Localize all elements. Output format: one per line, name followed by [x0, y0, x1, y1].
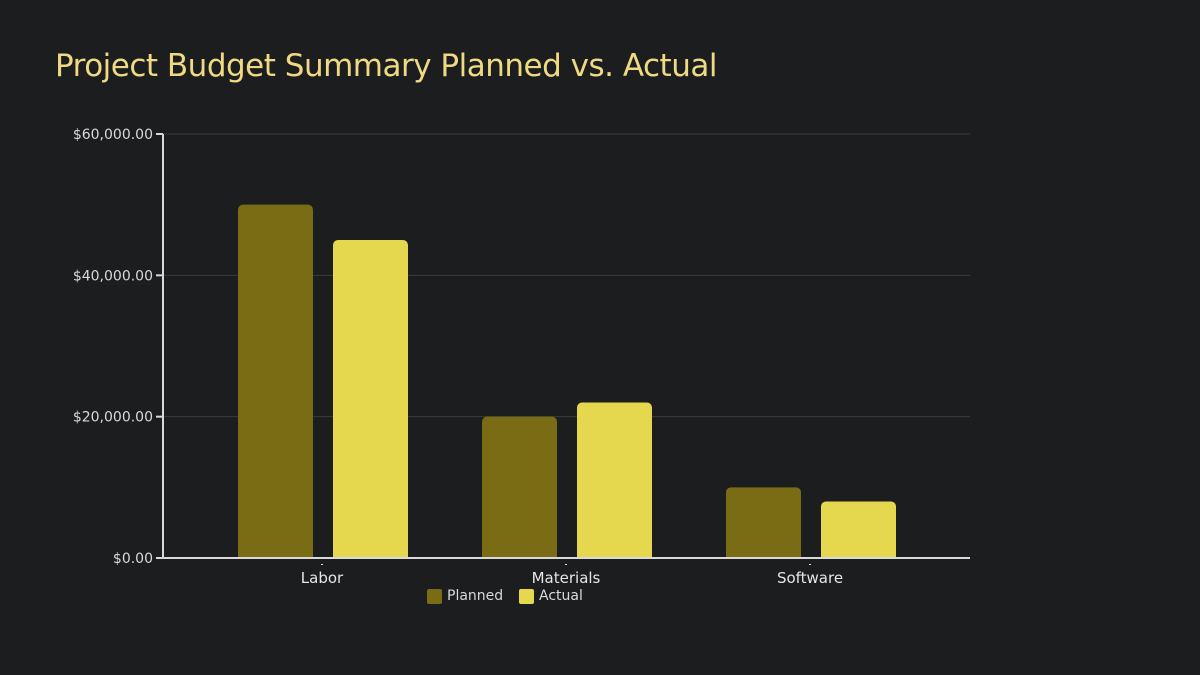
chart-title: Project Budget Summary Planned vs. Actua…: [55, 48, 717, 84]
bar-planned-materials: [482, 416, 557, 562]
x-tick-label: Labor: [301, 569, 344, 587]
y-tick-label: $40,000.00: [73, 268, 153, 284]
legend-swatch-actual: [519, 589, 534, 604]
bar-planned-labor: [238, 204, 313, 562]
bar-planned-software: [726, 487, 801, 562]
bar-actual-labor: [333, 240, 408, 562]
legend-swatch-planned: [427, 589, 442, 604]
x-tick-label: Materials: [532, 569, 601, 587]
axis-mask: [162, 558, 970, 564]
y-tick-label: $0.00: [113, 551, 153, 567]
x-tick-label: Software: [777, 569, 843, 587]
y-tick-label: $20,000.00: [73, 410, 153, 426]
legend-label-planned: Planned: [447, 588, 503, 604]
bar-actual-materials: [577, 402, 652, 562]
y-tick-label: $60,000.00: [73, 127, 153, 143]
legend-label-actual: Actual: [539, 588, 583, 604]
bar-actual-software: [821, 501, 896, 562]
